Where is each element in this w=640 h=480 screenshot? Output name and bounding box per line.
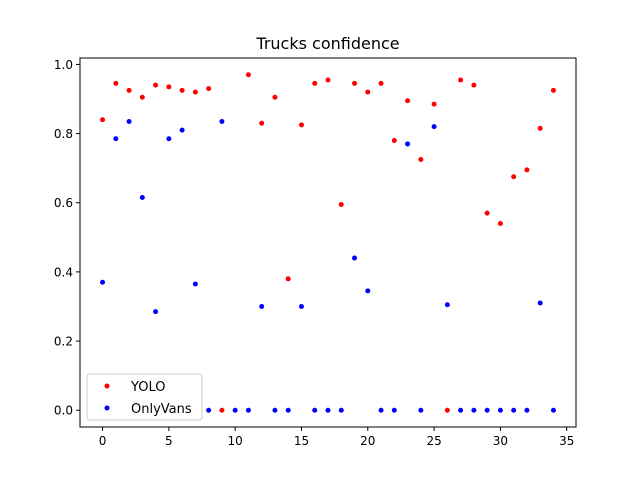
plot-frame xyxy=(79,57,577,428)
data-point-onlyvans xyxy=(153,309,159,315)
data-point-onlyvans xyxy=(100,279,106,285)
data-point-yolo xyxy=(338,201,344,207)
data-point-onlyvans xyxy=(126,118,132,124)
data-point-yolo xyxy=(219,407,225,413)
data-point-yolo xyxy=(325,77,331,83)
data-point-yolo xyxy=(418,157,424,163)
data-point-onlyvans xyxy=(219,118,225,124)
data-point-yolo xyxy=(166,84,172,90)
data-point-onlyvans xyxy=(113,136,119,142)
x-tick-label: 35 xyxy=(559,434,574,448)
data-point-onlyvans xyxy=(298,303,304,309)
data-point-yolo xyxy=(113,80,119,86)
y-tick-label: 0.4 xyxy=(54,265,73,279)
data-point-onlyvans xyxy=(444,302,450,308)
data-point-onlyvans xyxy=(338,407,344,413)
data-point-yolo xyxy=(312,80,318,86)
x-tick-label: 20 xyxy=(360,434,375,448)
data-point-onlyvans xyxy=(471,407,477,413)
data-point-onlyvans xyxy=(166,136,172,142)
data-point-onlyvans xyxy=(245,407,251,413)
y-tick-label: 0.2 xyxy=(54,335,73,349)
legend-marker-yolo xyxy=(104,383,110,389)
data-point-onlyvans xyxy=(139,195,145,201)
data-point-yolo xyxy=(206,86,212,92)
legend-label-yolo: YOLO xyxy=(130,380,165,395)
data-point-yolo xyxy=(405,98,411,104)
data-point-yolo xyxy=(100,117,106,123)
data-point-yolo xyxy=(352,80,358,86)
data-point-yolo xyxy=(471,82,477,88)
chart-title: Trucks confidence xyxy=(255,34,399,53)
data-point-yolo xyxy=(126,87,132,93)
data-point-yolo xyxy=(192,89,198,95)
y-tick-label: 0.6 xyxy=(54,196,73,210)
data-point-onlyvans xyxy=(497,407,503,413)
data-points xyxy=(100,72,556,413)
data-point-yolo xyxy=(484,210,490,216)
legend-marker-onlyvans xyxy=(104,405,110,411)
data-point-yolo xyxy=(285,276,291,282)
data-point-yolo xyxy=(139,94,145,100)
data-point-yolo xyxy=(378,80,384,86)
data-point-onlyvans xyxy=(285,407,291,413)
legend: YOLO OnlyVans xyxy=(86,373,203,421)
x-tick-label: 0 xyxy=(99,434,107,448)
data-point-onlyvans xyxy=(365,288,371,294)
data-point-onlyvans xyxy=(272,407,278,413)
data-point-onlyvans xyxy=(431,124,437,130)
data-point-yolo xyxy=(537,125,543,131)
data-point-yolo xyxy=(391,137,397,143)
data-point-onlyvans xyxy=(179,127,185,133)
data-point-yolo xyxy=(458,77,464,83)
data-point-onlyvans xyxy=(259,303,265,309)
data-point-yolo xyxy=(365,89,371,95)
data-point-yolo xyxy=(153,82,159,88)
y-axis-ticks: 0.0 0.2 0.4 0.6 0.8 1.0 xyxy=(54,58,80,418)
y-tick-label: 0.8 xyxy=(54,127,73,141)
data-point-yolo xyxy=(431,101,437,107)
data-point-yolo xyxy=(497,220,503,226)
data-point-onlyvans xyxy=(458,407,464,413)
data-point-onlyvans xyxy=(206,407,212,413)
data-point-onlyvans xyxy=(378,407,384,413)
x-tick-label: 5 xyxy=(165,434,173,448)
data-point-yolo xyxy=(524,167,530,173)
data-point-yolo xyxy=(272,94,278,100)
data-point-yolo xyxy=(511,174,517,180)
data-point-yolo xyxy=(550,87,556,93)
data-point-onlyvans xyxy=(418,407,424,413)
data-point-onlyvans xyxy=(391,407,397,413)
x-tick-label: 10 xyxy=(228,434,243,448)
data-point-onlyvans xyxy=(232,407,238,413)
data-point-yolo xyxy=(444,407,450,413)
data-point-onlyvans xyxy=(484,407,490,413)
data-point-onlyvans xyxy=(524,407,530,413)
data-point-onlyvans xyxy=(550,407,556,413)
data-point-yolo xyxy=(245,72,251,78)
y-tick-label: 1.0 xyxy=(54,58,73,72)
legend-label-onlyvans: OnlyVans xyxy=(131,402,192,417)
legend-box xyxy=(86,373,203,421)
data-point-onlyvans xyxy=(405,141,411,147)
x-tick-label: 15 xyxy=(294,434,309,448)
data-point-onlyvans xyxy=(192,281,198,287)
y-tick-label: 0.0 xyxy=(54,404,73,418)
x-axis-ticks: 0 5 10 15 20 25 30 35 xyxy=(99,427,574,448)
data-point-onlyvans xyxy=(312,407,318,413)
data-point-onlyvans xyxy=(537,300,543,306)
x-tick-label: 30 xyxy=(493,434,508,448)
data-point-onlyvans xyxy=(325,407,331,413)
data-point-onlyvans xyxy=(511,407,517,413)
data-point-yolo xyxy=(179,87,185,93)
data-point-yolo xyxy=(259,120,265,126)
x-tick-label: 25 xyxy=(426,434,441,448)
data-point-yolo xyxy=(298,122,304,128)
data-point-onlyvans xyxy=(352,255,358,261)
